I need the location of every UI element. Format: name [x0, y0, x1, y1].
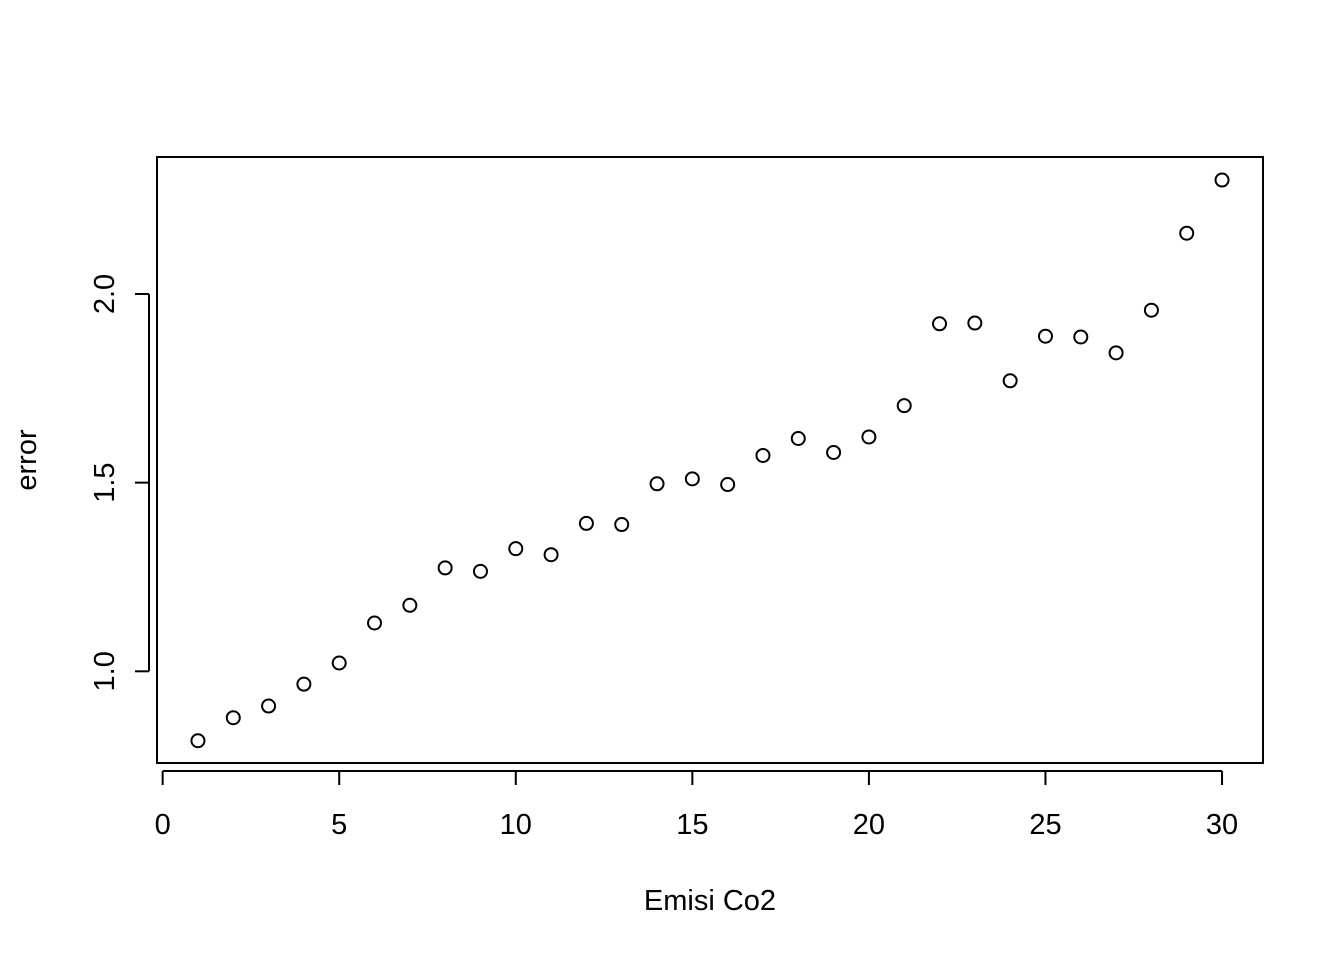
x-tick-label: 30 [1206, 809, 1238, 841]
data-point [1037, 328, 1053, 344]
x-tick-label: 25 [1029, 809, 1061, 841]
data-point [720, 477, 736, 493]
data-point [402, 597, 418, 613]
data-point [826, 444, 842, 460]
data-point [1002, 373, 1018, 389]
x-tick-label: 15 [676, 809, 708, 841]
data-point [790, 430, 806, 446]
data-points [190, 172, 1230, 749]
data-point [1073, 329, 1089, 345]
data-point [367, 615, 383, 631]
x-axis: 0 5 10 15 20 25 30 [155, 770, 1238, 841]
y-axis-title: error [11, 429, 43, 491]
data-point [614, 517, 630, 533]
y-tick-label: 2.0 [89, 274, 121, 314]
data-point [932, 316, 948, 332]
x-tick-label: 5 [331, 809, 347, 841]
data-point [896, 398, 912, 414]
data-point [472, 563, 488, 579]
data-point [331, 655, 347, 671]
data-point [543, 547, 559, 563]
x-tick-label: 0 [155, 809, 171, 841]
data-point [437, 560, 453, 576]
data-point [755, 447, 771, 463]
data-point [296, 676, 312, 692]
plot-area-frame [156, 156, 1264, 764]
data-point [578, 515, 594, 531]
x-axis-title: Emisi Co2 [644, 885, 776, 917]
data-point [1179, 225, 1195, 241]
data-point [225, 710, 241, 726]
data-point [1214, 172, 1230, 188]
data-point [261, 698, 277, 714]
data-point [508, 541, 524, 557]
x-tick-label: 10 [500, 809, 532, 841]
x-tick-label: 20 [853, 809, 885, 841]
y-tick-label: 1.0 [89, 651, 121, 691]
data-point [1108, 345, 1124, 361]
data-point [1143, 302, 1159, 318]
data-point [861, 429, 877, 445]
y-tick-label: 1.5 [89, 462, 121, 502]
data-point [190, 733, 206, 749]
y-axis: 1.0 1.5 2.0 [89, 274, 150, 691]
data-point [684, 471, 700, 487]
data-point [649, 476, 665, 492]
data-point [967, 315, 983, 331]
